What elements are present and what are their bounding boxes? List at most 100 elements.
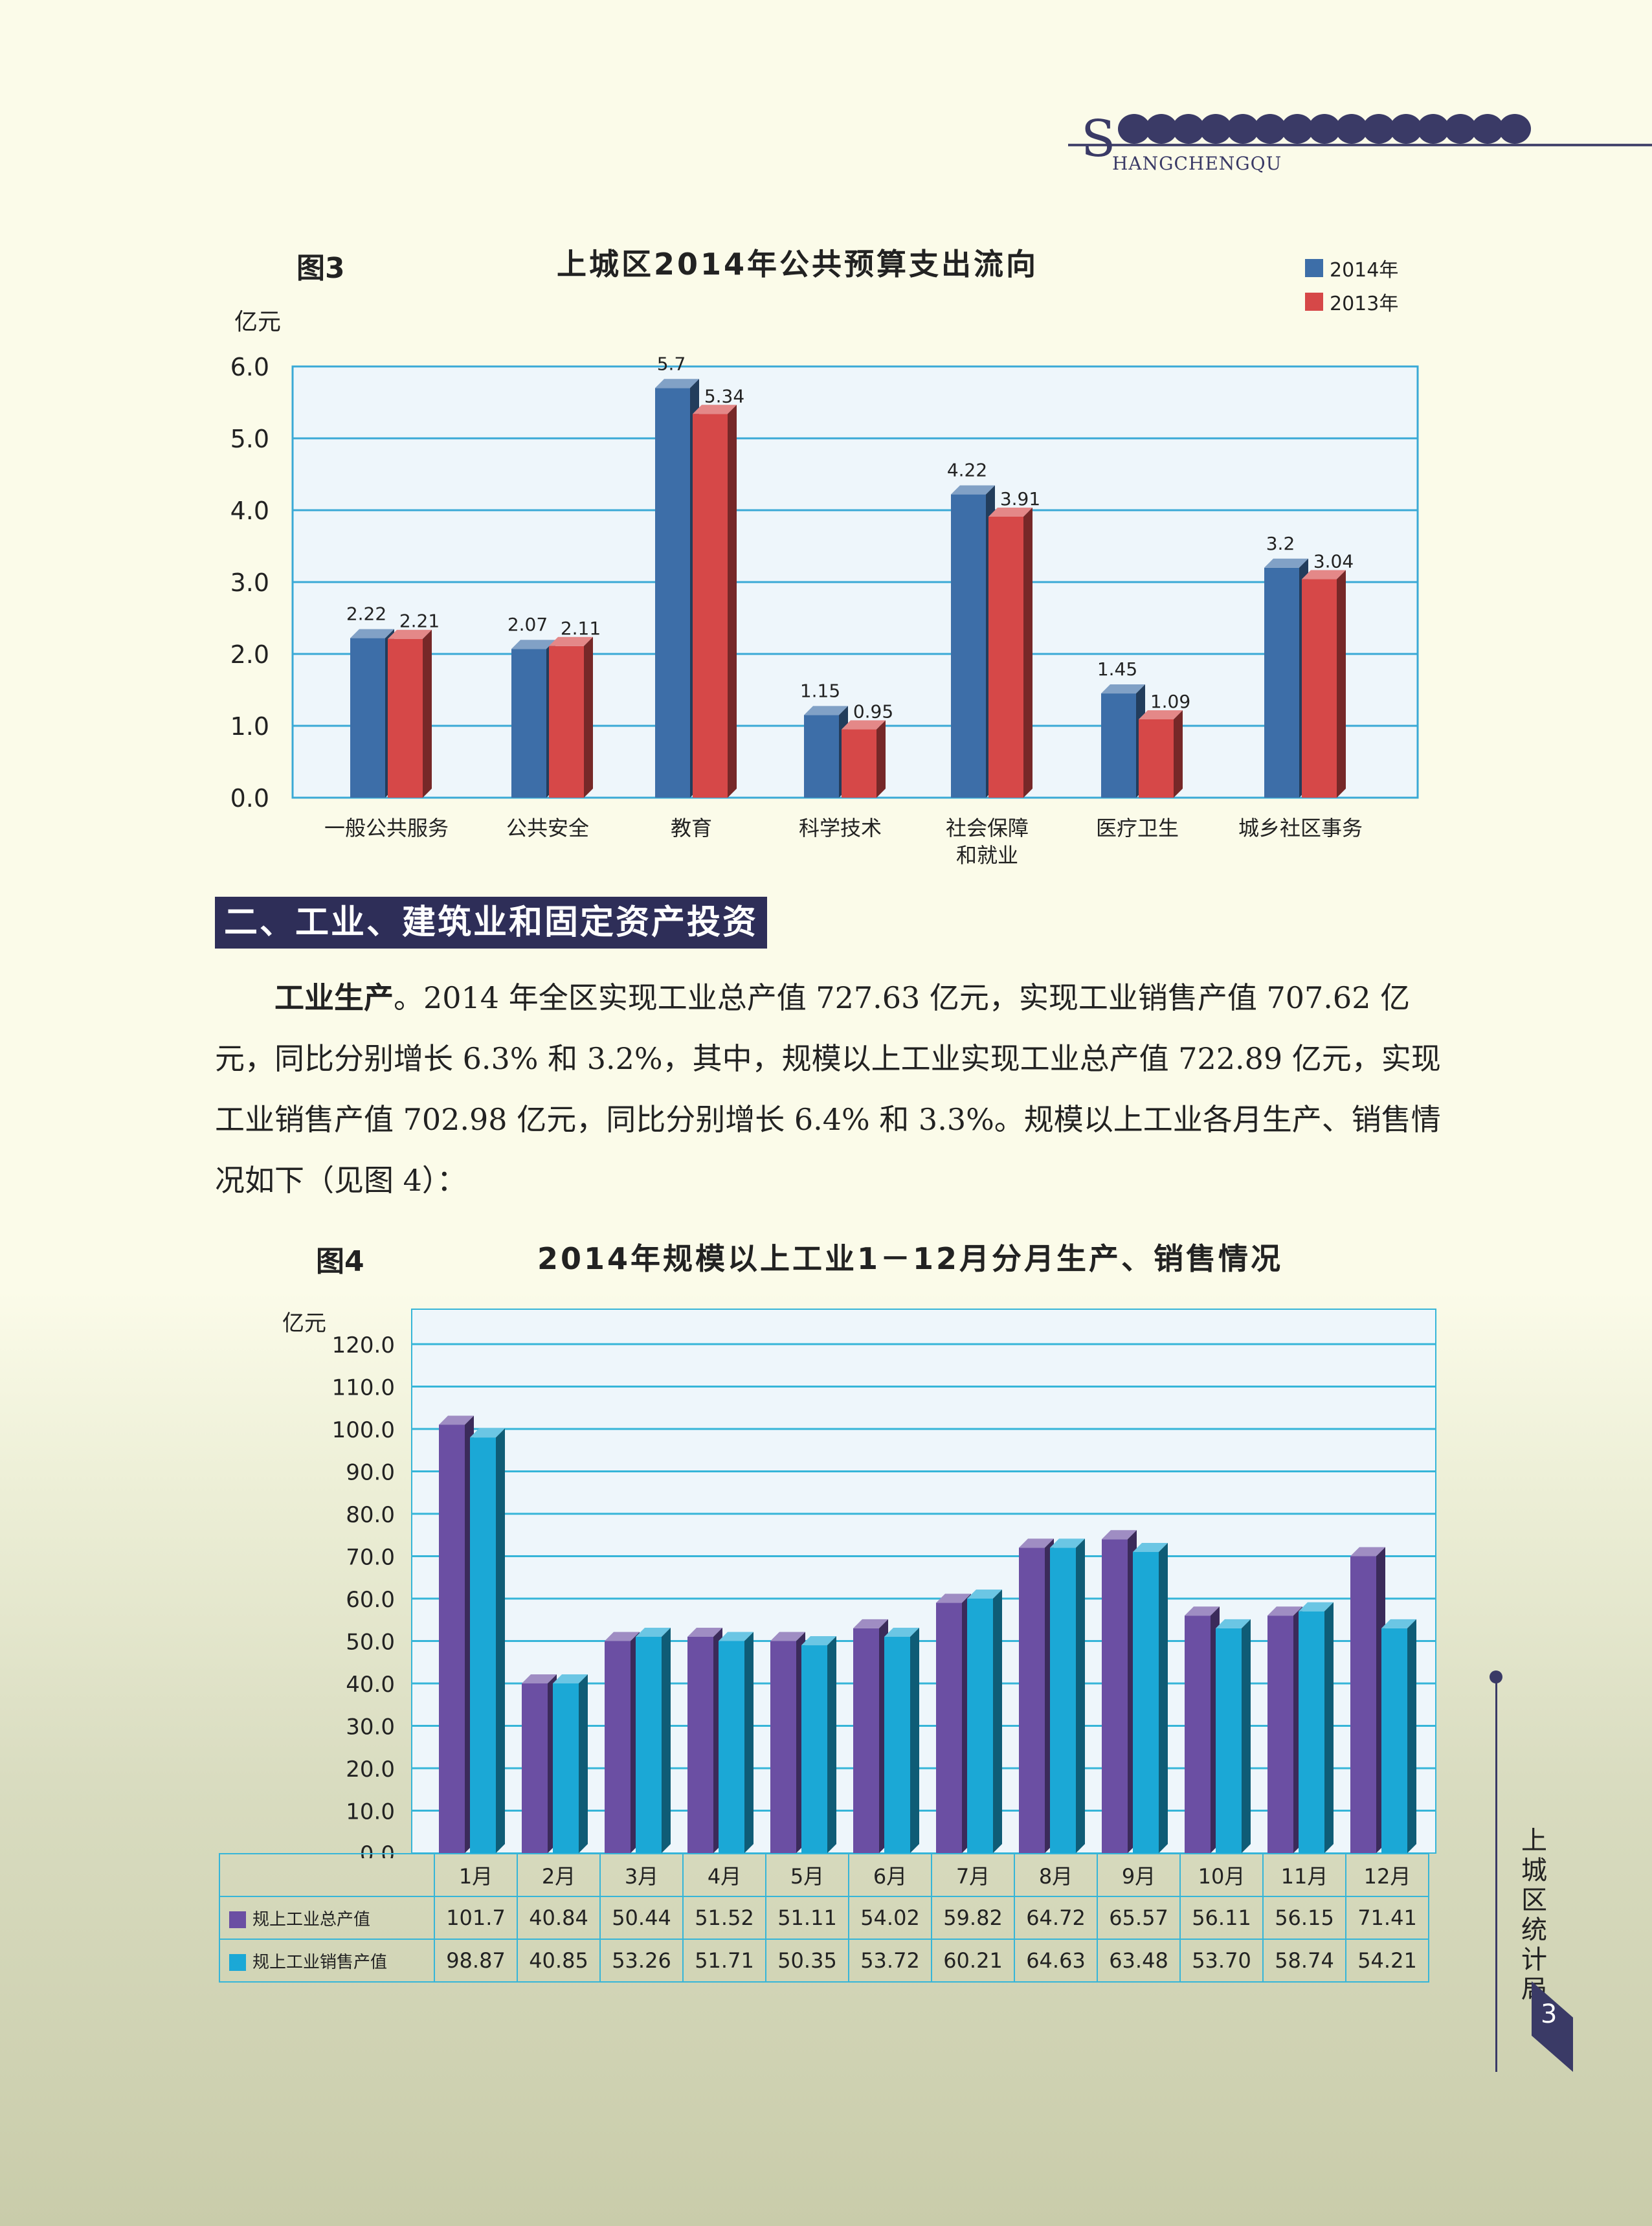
month-7: 7月 [931, 1853, 1015, 1897]
month-5: 5月 [765, 1853, 849, 1897]
bar-sales-output-side [744, 1632, 753, 1853]
bar-2014 [1101, 693, 1136, 798]
data-label: 3.2 [1266, 533, 1295, 554]
side-rule [1495, 1677, 1497, 2072]
bar-total-output-top [936, 1593, 971, 1603]
bar-2014-top [804, 706, 848, 715]
fig3-unit: 亿元 [234, 309, 282, 335]
fig4-unit: 亿元 [282, 1310, 326, 1336]
bar-sales-output-side [1324, 1602, 1334, 1853]
brand-initial: S [1081, 110, 1116, 168]
bar-sales-output-top [1381, 1619, 1416, 1628]
x-tick-label: 教育 [671, 816, 712, 840]
data-label: 3.04 [1313, 551, 1354, 572]
cell-sales-7: 60.21 [931, 1939, 1015, 1983]
x-tick-label: 一般公共服务 [324, 816, 449, 840]
x-tick-label: 科学技术 [799, 816, 882, 840]
table-corner-cell [219, 1853, 435, 1897]
bar-total-output-top [1185, 1606, 1220, 1616]
bar-sales-output-side [1407, 1619, 1416, 1853]
side-org-name: 上城区统计局 [1521, 1826, 1547, 2005]
bar-sales-output-side [1242, 1619, 1251, 1853]
data-label: 5.7 [657, 353, 686, 374]
bar-sales-output-side [579, 1674, 588, 1853]
y-tick-label: 50.0 [346, 1630, 395, 1656]
label-sales-output: 规上工业销售产值 [252, 1952, 388, 1972]
bar-2014-top [1101, 684, 1145, 694]
data-label: 1.45 [1097, 658, 1137, 680]
bar-total-output [605, 1641, 631, 1853]
bar-sales-output [967, 1599, 993, 1853]
y-tick-label: 20.0 [346, 1757, 395, 1782]
month-2: 2月 [517, 1853, 601, 1897]
bar-2013 [388, 638, 423, 798]
y-tick-label: 30.0 [346, 1714, 395, 1740]
y-tick-label: 6.0 [230, 353, 269, 381]
bar-2014-top [1264, 558, 1308, 568]
bar-2014 [655, 388, 690, 798]
bar-total-output [1019, 1547, 1045, 1853]
legend-label-2014: 2014年 [1330, 259, 1399, 282]
bar-total-output-top [853, 1619, 888, 1628]
bar-2013-top [549, 636, 593, 646]
x-tick-label: 社会保障 [946, 816, 1029, 840]
bar-2014-top [951, 485, 995, 495]
bar-total-output-top [687, 1627, 722, 1637]
bar-total-output-top [1267, 1606, 1302, 1616]
data-label: 2.22 [346, 603, 386, 625]
bar-sales-output-top [553, 1674, 588, 1683]
bar-sales-output-top [1050, 1538, 1085, 1548]
table-row-sales-output: 规上工业销售产值 98.87 40.85 53.26 51.71 50.35 5… [219, 1939, 1429, 1983]
bar-sales-output-top [1299, 1602, 1334, 1612]
y-tick-label: 10.0 [346, 1799, 395, 1825]
bar-2014-top [350, 629, 394, 638]
bar-total-output [770, 1641, 796, 1853]
y-tick-label: 1.0 [230, 712, 269, 741]
fig4-chart: 0.010.020.030.040.050.060.070.080.090.01… [332, 1309, 1436, 1858]
bar-sales-output [553, 1683, 579, 1853]
bar-2013 [1302, 579, 1337, 798]
bar-total-output [1267, 1615, 1293, 1853]
data-label: 1.09 [1150, 691, 1190, 712]
cell-sales-8: 64.63 [1014, 1939, 1098, 1983]
bar-total-output-top [1350, 1547, 1385, 1557]
month-4: 4月 [682, 1853, 766, 1897]
bar-total-output-top [770, 1632, 805, 1641]
bar-sales-output [801, 1645, 827, 1853]
bar-2014 [350, 638, 385, 798]
data-label: 4.22 [947, 460, 987, 481]
data-label: 2.07 [508, 614, 548, 635]
cell-total-4: 51.52 [682, 1896, 766, 1940]
y-tick-label: 120.0 [332, 1332, 395, 1358]
bar-total-output [687, 1636, 713, 1853]
bar-2013 [842, 729, 876, 798]
fig4-title: 2014年规模以上工业1－12月分月生产、销售情况 [537, 1241, 1284, 1276]
header-dots-decoration [1118, 114, 1531, 144]
bar-2013-top [693, 405, 737, 414]
bar-total-output [439, 1424, 465, 1853]
cell-sales-4: 51.71 [682, 1939, 766, 1983]
bar-sales-output [1133, 1551, 1159, 1853]
bar-2013-top [842, 720, 886, 730]
cell-total-11: 56.15 [1262, 1896, 1346, 1940]
bar-2013 [1139, 719, 1174, 798]
bar-sales-output [1381, 1628, 1407, 1853]
cell-sales-6: 53.72 [848, 1939, 932, 1983]
fig3-legend-2014: 2014年 [1305, 254, 1398, 282]
month-3: 3月 [599, 1853, 684, 1897]
fig3-legend-2013: 2013年 [1305, 287, 1398, 316]
cell-total-7: 59.82 [931, 1896, 1015, 1940]
cell-sales-12: 54.21 [1345, 1939, 1429, 1983]
cell-sales-3: 53.26 [599, 1939, 684, 1983]
bar-total-output-top [439, 1415, 474, 1425]
cell-sales-5: 50.35 [765, 1939, 849, 1983]
row-label-total-output: 规上工业总产值 [219, 1896, 435, 1940]
bar-2013-side [584, 636, 593, 798]
bar-sales-output-side [910, 1627, 919, 1853]
page-number: 3 [1541, 1999, 1557, 2029]
bar-2013-side [1337, 570, 1346, 798]
x-tick-label: 公共安全 [506, 816, 589, 840]
month-8: 8月 [1014, 1853, 1098, 1897]
bar-2013 [549, 646, 584, 798]
data-label: 5.34 [704, 385, 744, 407]
